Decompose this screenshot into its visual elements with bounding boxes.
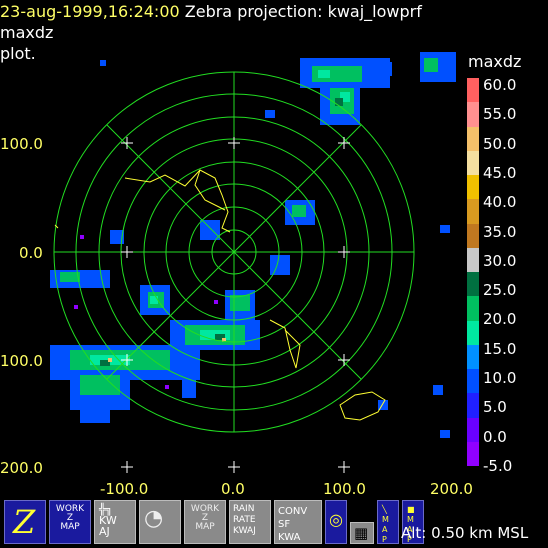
plot-timestamp: 23-aug-1999,16:24:00 xyxy=(0,2,180,21)
color-bar-segment xyxy=(467,441,479,466)
radar-sweep-button[interactable]: ◔ xyxy=(139,500,181,544)
color-bar-segment xyxy=(467,247,479,272)
legend-value: 5.0 xyxy=(483,398,507,417)
plot-title: 23-aug-1999,16:24:00 Zebra projection: k… xyxy=(0,1,470,64)
grid-icon: ▦ xyxy=(354,524,369,542)
y-label-100-top: 100.0 xyxy=(0,135,43,153)
color-bar-segment xyxy=(467,320,479,345)
legend-value: 50.0 xyxy=(483,134,517,153)
legend-value: 55.0 xyxy=(483,105,517,124)
legend-value: 45.0 xyxy=(483,163,517,182)
radar-display[interactable] xyxy=(0,45,460,495)
rain-rate-button[interactable]: RAIN RATE KWAJ xyxy=(229,500,271,544)
toolbar: Z WORK Z MAP ╬╗ KW AJ ◔ WORK Z MAP RAIN RATE KWA… xyxy=(4,500,424,546)
legend-title: maxdz xyxy=(468,52,522,71)
range-rings xyxy=(53,71,415,433)
rings-icon: ◎ xyxy=(329,510,343,529)
coastline-map xyxy=(54,169,386,421)
x-label-neg100: -100.0 xyxy=(100,480,149,498)
kwaj-map-icon: ╬╗ KW AJ xyxy=(99,503,117,538)
color-bar-segment xyxy=(467,417,479,442)
conv-sf-button[interactable]: CONV SF KWA xyxy=(274,500,322,544)
zebra-z-icon: Z xyxy=(13,503,36,541)
legend-value: 40.0 xyxy=(483,193,517,212)
legend-value: -5.0 xyxy=(483,456,513,475)
color-bar-segment xyxy=(467,344,479,369)
altitude-readout: Alt: 0.50 km MSL xyxy=(401,524,529,542)
color-bar-segment xyxy=(467,199,479,224)
map-overlay-button[interactable]: ╲ M A P xyxy=(377,500,399,544)
legend-value: 35.0 xyxy=(483,222,517,241)
legend-value: 30.0 xyxy=(483,251,517,270)
color-bar-segment xyxy=(467,272,479,297)
color-bar-segment xyxy=(467,296,479,321)
map-overlay-icon: ╲ M A P xyxy=(382,505,389,544)
legend-value: 20.0 xyxy=(483,310,517,329)
kwaj-map-button[interactable]: ╬╗ KW AJ xyxy=(94,500,136,544)
conv-sf-icon: CONV SF KWA xyxy=(278,506,308,543)
plot-title-text: Zebra projection: kwaj_lowprf maxdz xyxy=(0,2,422,42)
grid-crosshairs xyxy=(121,137,350,473)
zebra-z-button[interactable]: Z xyxy=(4,500,46,544)
x-label-200: 200.0 xyxy=(430,480,473,498)
y-label-0: 0.0 xyxy=(19,244,43,262)
y-label-100-bottom: 100.0 xyxy=(0,352,43,370)
us-map-icon: ■ M A P xyxy=(407,505,415,544)
plot-title-line2: plot. xyxy=(0,44,36,63)
us-map-button[interactable]: ■ M A P xyxy=(402,500,424,544)
color-bar-segment xyxy=(467,126,479,151)
work-z-map-button[interactable]: WORK Z MAP xyxy=(49,500,91,544)
legend-value: 0.0 xyxy=(483,427,507,446)
legend-value: 10.0 xyxy=(483,369,517,387)
work-z-map-grey-button[interactable]: WORK Z MAP xyxy=(184,500,226,544)
color-bar-segment xyxy=(467,78,479,103)
rain-rate-icon: RAIN RATE KWAJ xyxy=(233,504,256,536)
grid-button[interactable]: ▦ xyxy=(350,522,374,544)
x-label-0: 0.0 xyxy=(221,480,245,498)
y-label-200: 200.0 xyxy=(0,459,43,477)
color-bar-segment xyxy=(467,102,479,127)
x-label-100: 100.0 xyxy=(323,480,366,498)
color-bar-segment xyxy=(467,369,479,394)
color-bar-segment xyxy=(467,150,479,175)
legend-value: 25.0 xyxy=(483,281,517,300)
color-bar-segment xyxy=(467,175,479,200)
color-bar xyxy=(467,78,479,466)
radar-sweep-icon: ◔ xyxy=(144,506,164,531)
legend-value: 15.0 xyxy=(483,339,517,358)
rings-button[interactable]: ◎ xyxy=(325,500,347,544)
color-bar-segment xyxy=(467,393,479,418)
color-bar-segment xyxy=(467,223,479,248)
work-z-map-icon: WORK Z MAP xyxy=(55,504,85,532)
legend-value: 60.0 xyxy=(483,76,517,94)
echo-clusters xyxy=(50,52,456,438)
work-z-map-grey-icon: WORK Z MAP xyxy=(190,504,220,532)
